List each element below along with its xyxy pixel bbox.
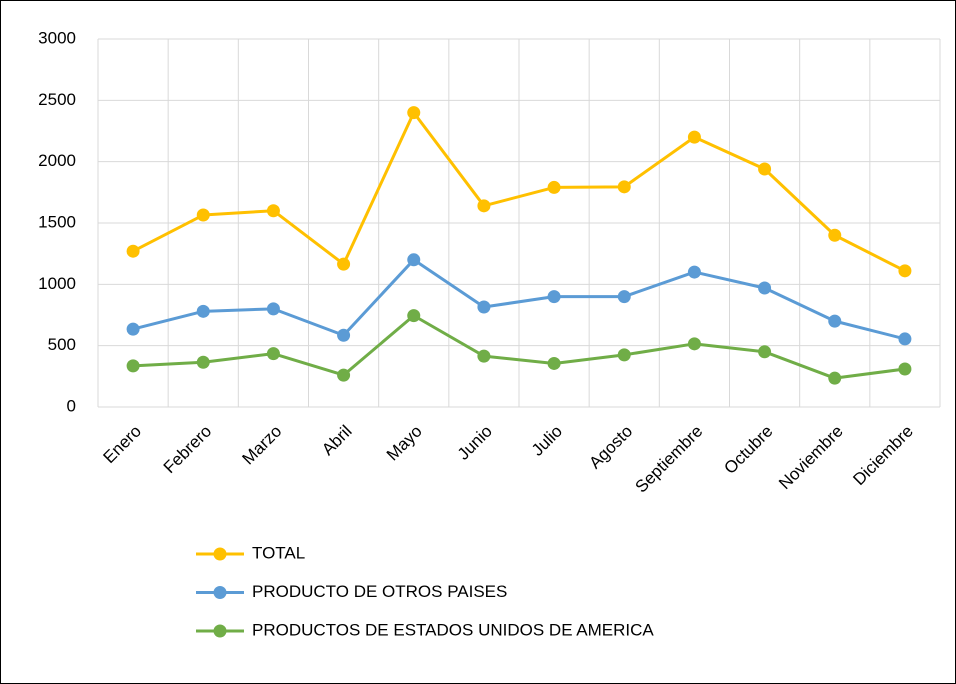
data-point (828, 371, 842, 385)
y-tick-label: 500 (48, 335, 76, 354)
data-point (337, 328, 351, 342)
series-line (132, 111, 906, 273)
data-point (477, 199, 491, 213)
data-point (337, 257, 351, 271)
data-point (266, 204, 280, 218)
data-point (407, 106, 421, 120)
data-point (898, 332, 912, 346)
data-point (828, 314, 842, 328)
data-point (687, 337, 701, 351)
data-point (547, 180, 561, 194)
y-tick-label: 2000 (38, 151, 76, 170)
data-point (617, 348, 631, 362)
series-line (132, 258, 906, 341)
y-tick-label: 3000 (38, 28, 76, 47)
data-point (617, 290, 631, 304)
data-point (196, 304, 210, 318)
data-point (126, 244, 140, 258)
data-point (126, 359, 140, 373)
legend-marker (213, 624, 227, 638)
data-point (617, 180, 631, 194)
y-tick-label: 1500 (38, 212, 76, 231)
y-tick-label: 1000 (38, 274, 76, 293)
legend-marker (213, 547, 227, 561)
data-point (687, 265, 701, 279)
data-point (758, 281, 772, 295)
y-tick-label: 0 (67, 396, 76, 415)
legend-marker (213, 586, 227, 599)
data-point (477, 349, 491, 363)
y-tick-label: 2500 (38, 90, 76, 109)
data-point (196, 355, 210, 369)
data-point (477, 300, 491, 314)
data-point (547, 356, 561, 370)
data-point (758, 162, 772, 176)
legend-label: PRODUCTO DE OTROS PAISES (252, 582, 507, 601)
data-point (828, 228, 842, 242)
data-point (898, 264, 912, 278)
legend-label: PRODUCTOS DE ESTADOS UNIDOS DE AMERICA (252, 620, 654, 639)
series-line (133, 314, 906, 380)
data-point (407, 253, 421, 267)
data-point (196, 208, 210, 222)
data-point (337, 368, 351, 382)
data-point (758, 345, 772, 359)
data-point (266, 347, 280, 361)
data-point (266, 302, 280, 316)
legend-label: TOTAL (252, 543, 305, 562)
data-point (687, 130, 701, 144)
data-point (547, 290, 561, 304)
data-point (898, 362, 912, 376)
data-point (407, 309, 421, 323)
data-point (126, 322, 140, 336)
